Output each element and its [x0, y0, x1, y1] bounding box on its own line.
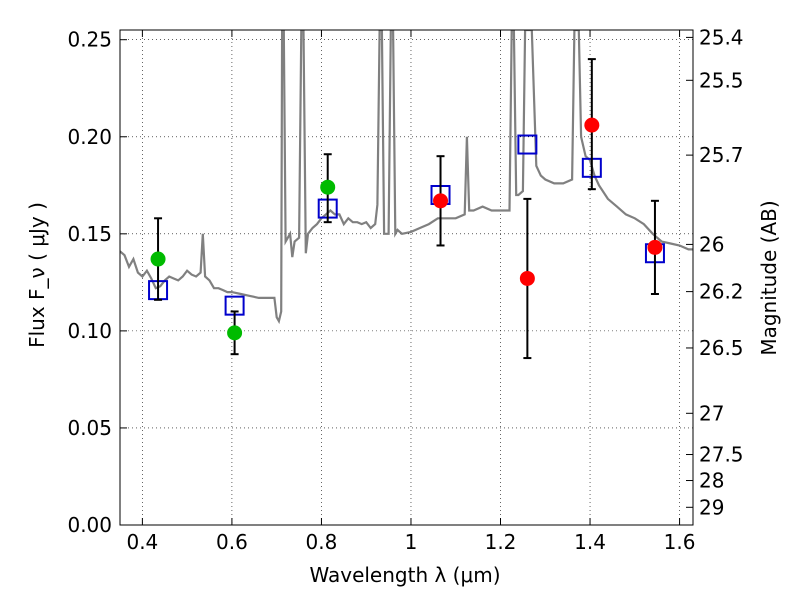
magnitude-tick-label: 27 — [699, 401, 724, 425]
magnitude-tick-label: 27.5 — [699, 443, 744, 467]
magnitude-tick-label: 26.2 — [699, 280, 744, 304]
magnitude-tick-label: 26 — [699, 232, 724, 256]
y-tick-label: 0.05 — [67, 416, 112, 440]
magnitude-tick-label: 25.5 — [699, 68, 744, 92]
magnitude-tick-label: 28 — [699, 469, 724, 493]
spectrum-layer — [120, 30, 693, 325]
y-axis-title: Flux F_ν ( μJy ) — [25, 202, 49, 348]
model-square-marker — [517, 134, 538, 155]
observed-nir-point — [584, 117, 600, 133]
grid-lines — [120, 30, 693, 526]
x-tick-label: 1 — [405, 530, 418, 554]
y-tick-label: 0.20 — [67, 125, 112, 149]
observed-optical-point — [227, 325, 243, 341]
magnitude-tick-label: 29 — [699, 495, 724, 519]
x-tick-label: 0.6 — [216, 530, 248, 554]
plot-frame — [119, 29, 694, 526]
axis-ticks — [120, 30, 693, 526]
magnitude-tick-label: 26.5 — [699, 336, 744, 360]
x-tick-label: 1.2 — [485, 530, 517, 554]
y-tick-labels: 0.00 0.05 0.10 0.15 0.20 0.25 — [67, 28, 112, 537]
observed-nir-point — [519, 270, 535, 286]
data-marks — [148, 58, 665, 360]
magnitude-tick-label: 25.7 — [699, 143, 744, 167]
spectrum-line — [120, 30, 693, 325]
magnitude-tick-label: 25.4 — [699, 25, 744, 49]
observed-optical-point — [320, 179, 336, 195]
x-tick-label: 1.4 — [574, 530, 606, 554]
x-tick-labels: 0.4 0.6 0.8 1 1.2 1.4 1.6 — [126, 530, 695, 554]
observed-optical-point — [150, 251, 166, 267]
y-tick-label: 0.15 — [67, 222, 112, 246]
x-tick-label: 0.4 — [126, 530, 158, 554]
x-tick-label: 0.8 — [306, 530, 338, 554]
x-tick-label: 1.6 — [664, 530, 696, 554]
magnitude-axis-title: Magnitude (AB) — [757, 200, 781, 355]
y-tick-label: 0.25 — [67, 28, 112, 52]
y-tick-label: 0.10 — [67, 319, 112, 343]
x-axis-title: Wavelength λ (μm) — [309, 563, 500, 587]
y-tick-label: 0.00 — [67, 513, 112, 537]
observed-nir-point — [647, 239, 663, 255]
observed-nir-point — [433, 193, 449, 209]
